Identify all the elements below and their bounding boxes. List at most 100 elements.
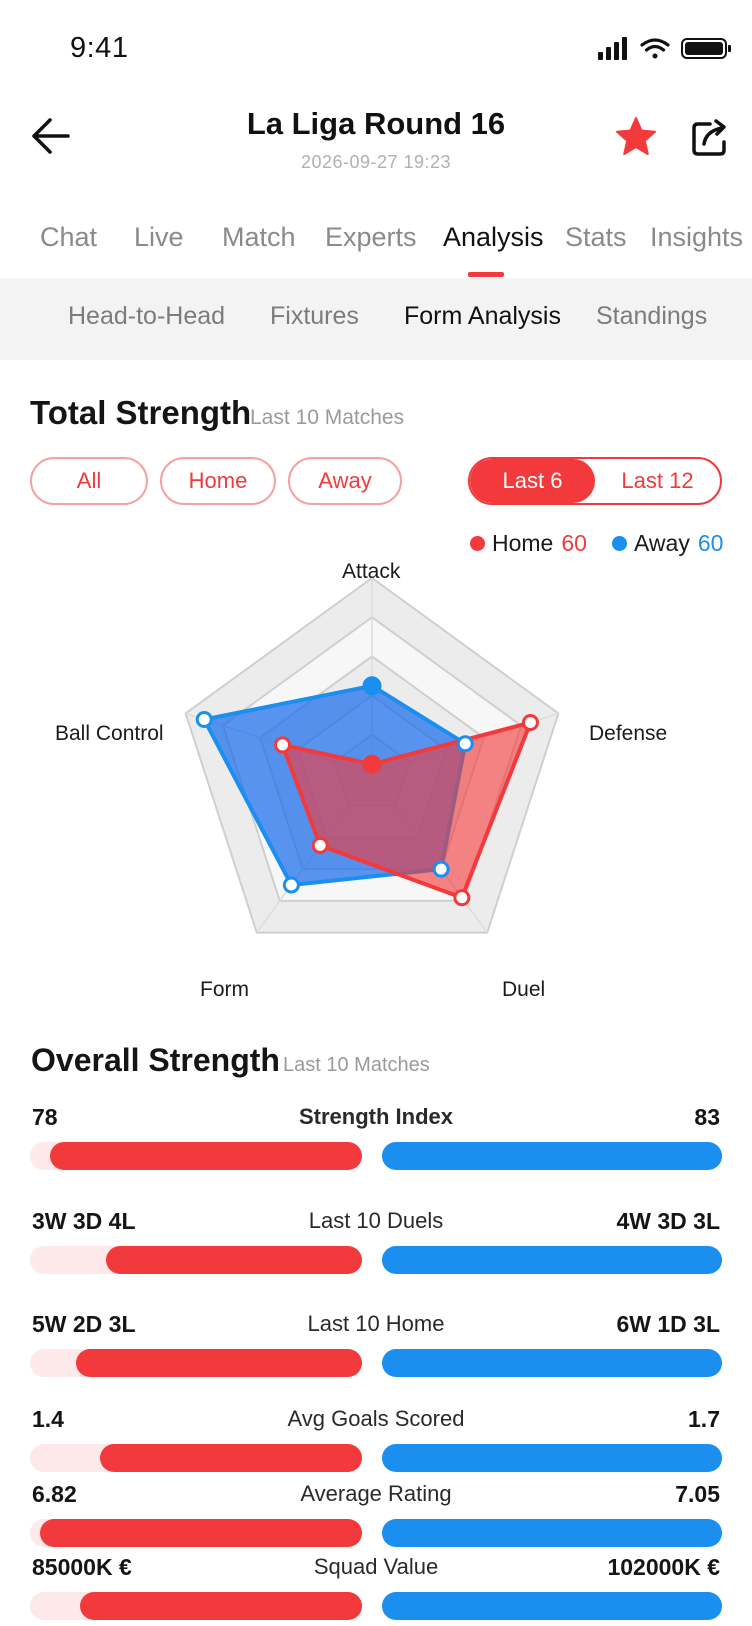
tab-match[interactable]: Match xyxy=(222,222,296,252)
tab-chat[interactable]: Chat xyxy=(40,222,98,252)
status-time: 9:41 xyxy=(70,32,129,64)
away-bar-fill xyxy=(382,1592,722,1620)
home-bar-fill xyxy=(79,1592,362,1620)
stat-row: 85000K € Squad Value 102000K € xyxy=(0,1554,752,1626)
tab-stats[interactable]: Stats xyxy=(565,222,627,252)
signal-icon xyxy=(598,37,627,60)
tab-insights[interactable]: Insights xyxy=(650,222,744,252)
favorite-button[interactable] xyxy=(612,114,660,162)
home-radar-point xyxy=(521,714,539,732)
overall-strength-subtitle: Last 10 Matches xyxy=(283,1054,430,1076)
home-bar-fill xyxy=(99,1444,362,1472)
away-radar-point xyxy=(195,710,213,728)
radar-svg xyxy=(184,576,560,934)
radar-label-form: Form xyxy=(200,978,249,1001)
home-radar-point xyxy=(362,754,382,774)
legend-home-value: 60 xyxy=(561,530,587,556)
stat-home-value: 78 xyxy=(32,1104,58,1130)
home-bar-fill xyxy=(106,1246,362,1274)
tab-live[interactable]: Live xyxy=(134,222,184,252)
sub-tabs: Head-to-Head Fixtures Form Analysis Stan… xyxy=(0,278,752,360)
radar-label-defense: Defense xyxy=(589,722,668,745)
subtab-standings[interactable]: Standings xyxy=(596,302,708,330)
stat-name: Last 10 Home xyxy=(307,1311,445,1336)
battery-icon xyxy=(681,38,731,59)
radar-label-duel: Duel xyxy=(502,978,546,1001)
arrow-left-icon xyxy=(32,118,70,154)
home-bar-fill xyxy=(39,1519,362,1547)
tab-analysis[interactable]: Analysis xyxy=(443,222,544,252)
subtab-head-to-head[interactable]: Head-to-Head xyxy=(68,302,226,330)
radar-label-ball-control: Ball Control xyxy=(55,722,164,745)
filter-all[interactable]: All xyxy=(30,457,148,505)
legend-away-label: Away xyxy=(634,530,690,556)
main-tabs: Chat Live Match Experts Analysis Stats I… xyxy=(0,212,752,278)
stat-name: Avg Goals Scored xyxy=(287,1406,465,1431)
away-bar-track xyxy=(382,1349,722,1377)
stat-away-value: 7.05 xyxy=(675,1481,720,1507)
status-icons xyxy=(598,37,731,60)
stat-home-value: 6.82 xyxy=(32,1481,77,1507)
share-button[interactable] xyxy=(686,114,734,162)
home-bar-track xyxy=(30,1349,362,1377)
away-dot-icon xyxy=(612,536,627,551)
home-radar-point xyxy=(453,889,471,907)
stat-home-value: 1.4 xyxy=(32,1406,64,1432)
range-last-12[interactable]: Last 12 xyxy=(621,468,694,493)
stat-name: Squad Value xyxy=(313,1554,439,1579)
away-radar-point xyxy=(282,876,300,894)
home-radar-point xyxy=(274,736,292,754)
away-bar-track xyxy=(382,1592,722,1620)
home-bar-track xyxy=(30,1444,362,1472)
subtab-form-analysis[interactable]: Form Analysis xyxy=(404,302,561,330)
stat-name: Last 10 Duels xyxy=(308,1208,444,1233)
stat-home-value: 85000K € xyxy=(32,1554,132,1580)
stat-away-value: 83 xyxy=(694,1104,720,1130)
home-bar-track xyxy=(30,1142,362,1170)
radar-label-attack: Attack xyxy=(342,560,401,583)
status-bar: 9:41 xyxy=(0,0,752,96)
share-icon xyxy=(692,119,726,156)
page-title: La Liga Round 16 xyxy=(246,106,506,141)
stat-row: 78 Strength Index 83 xyxy=(0,1104,752,1184)
home-bar-fill xyxy=(49,1142,362,1170)
stat-home-value: 3W 3D 4L xyxy=(32,1208,136,1234)
legend-away: Away 60 xyxy=(612,530,723,557)
total-strength-subtitle: Last 10 Matches xyxy=(250,406,405,429)
active-tab-indicator xyxy=(468,272,504,277)
stat-away-value: 6W 1D 3L xyxy=(616,1311,720,1337)
stat-row: 1.4 Avg Goals Scored 1.7 xyxy=(0,1406,752,1486)
filter-home[interactable]: Home xyxy=(160,457,276,505)
away-bar-fill xyxy=(382,1444,722,1472)
away-bar-track xyxy=(382,1142,722,1170)
legend-home-label: Home xyxy=(492,530,554,556)
tab-experts[interactable]: Experts xyxy=(325,222,417,252)
stat-away-value: 102000K € xyxy=(607,1554,720,1580)
home-radar-point xyxy=(311,836,329,854)
legend-away-value: 60 xyxy=(697,530,724,556)
stat-row: 3W 3D 4L Last 10 Duels 4W 3D 3L xyxy=(0,1208,752,1288)
overall-strength-title: Overall Strength xyxy=(31,1042,280,1078)
filter-away[interactable]: Away xyxy=(288,457,402,505)
subtab-fixtures[interactable]: Fixtures xyxy=(270,302,359,330)
away-bar-track xyxy=(382,1519,722,1547)
home-bar-fill xyxy=(76,1349,362,1377)
home-bar-track xyxy=(30,1519,362,1547)
match-datetime: 2026-09-27 19:23 xyxy=(300,152,452,172)
back-button[interactable] xyxy=(28,114,76,158)
home-bar-track xyxy=(30,1592,362,1620)
away-bar-fill xyxy=(382,1246,722,1274)
home-bar-track xyxy=(30,1246,362,1274)
stat-away-value: 4W 3D 3L xyxy=(616,1208,720,1234)
stat-home-value: 5W 2D 3L xyxy=(32,1311,136,1337)
away-radar-point xyxy=(456,735,474,753)
wifi-icon xyxy=(640,38,670,59)
stat-name: Strength Index xyxy=(298,1104,453,1129)
range-last-6[interactable]: Last 6 xyxy=(470,459,595,503)
home-radar-area xyxy=(280,720,533,900)
legend-home: Home 60 xyxy=(470,530,587,557)
away-bar-fill xyxy=(382,1142,722,1170)
away-bar-track xyxy=(382,1246,722,1274)
away-radar-point xyxy=(362,676,382,696)
stat-row: 5W 2D 3L Last 10 Home 6W 1D 3L xyxy=(0,1311,752,1391)
